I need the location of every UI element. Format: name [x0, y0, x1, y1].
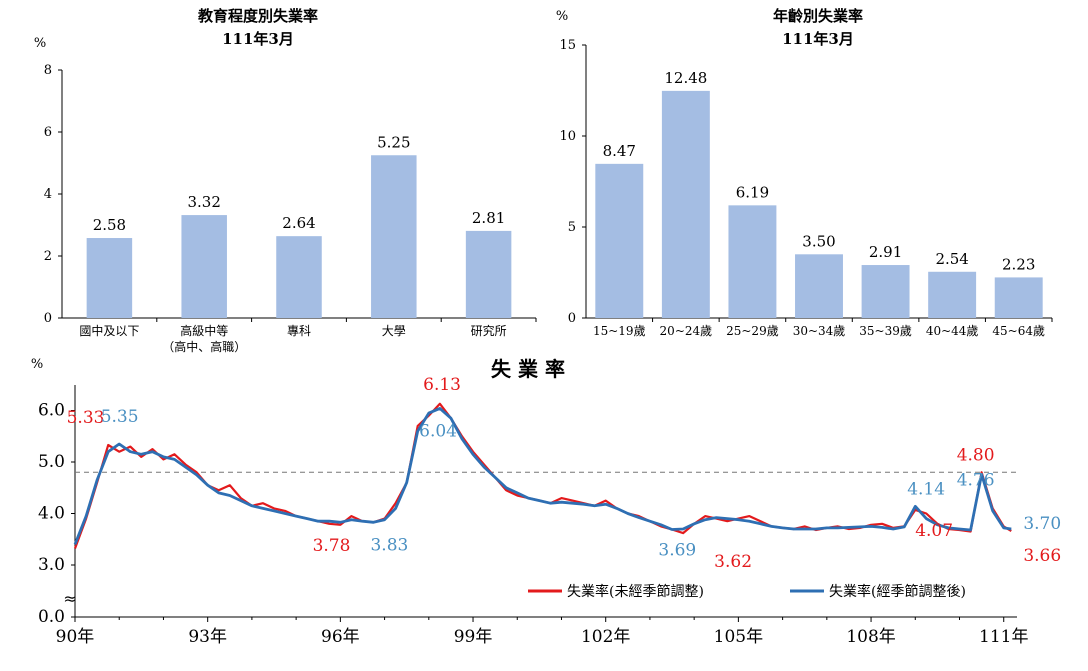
y-tick-label: 8: [44, 63, 52, 78]
bar: [465, 230, 512, 318]
bar: [276, 236, 322, 318]
bar-value-label: 2.91: [869, 243, 902, 261]
category-sublabel: （高中、高職）: [162, 339, 246, 354]
bar: [371, 155, 417, 318]
bar: [661, 90, 710, 318]
category-label: 研究所: [471, 323, 507, 338]
education-chart-subtitle: 111年3月: [222, 30, 294, 48]
bar: [181, 215, 227, 318]
bar: [728, 205, 777, 318]
x-tick-label: 111年: [979, 627, 1028, 647]
y-tick-label: 4: [44, 187, 52, 202]
education-chart-title: 教育程度別失業率: [197, 7, 318, 25]
y-tick-label: 0: [44, 311, 52, 326]
bar: [928, 271, 977, 318]
data-label: 3.66: [1023, 546, 1061, 566]
category-label: 45~64歲: [992, 324, 1045, 338]
y-tick-label: 5: [568, 220, 576, 235]
x-tick-label: 99年: [454, 627, 493, 647]
data-label: 3.70: [1023, 514, 1061, 534]
bar-value-label: 12.48: [664, 69, 707, 87]
y-tick-label: 4.0: [38, 504, 65, 524]
bar-value-label: 5.25: [377, 133, 410, 151]
category-label: 15~19歲: [593, 324, 646, 338]
age-chart-title: 年齡別失業率: [773, 7, 863, 25]
bar: [861, 265, 910, 318]
bar-value-label: 2.64: [282, 214, 315, 232]
y-tick-label: 15: [559, 38, 576, 53]
category-label: 30~34歲: [793, 324, 846, 338]
data-label: 4.14: [907, 479, 945, 499]
category-label: 25~29歲: [726, 324, 779, 338]
x-tick-label: 102年: [581, 627, 630, 647]
age-chart: 年齡別失業率 111年3月 % 0 5 10 15 8.47 15~19歲 12.48 20~…: [556, 7, 1053, 338]
data-label: 5.33: [67, 408, 105, 428]
data-label: 3.69: [658, 540, 696, 560]
data-label: 4.76: [957, 470, 995, 490]
legend-label-adjusted: 失業率(經季節調整後): [829, 583, 966, 600]
y-tick-label: 6: [44, 125, 52, 140]
bar: [994, 277, 1043, 318]
category-label: 專科: [287, 324, 311, 338]
category-label: 20~24歲: [660, 324, 713, 338]
y-tick-label: 0: [568, 311, 576, 326]
data-label: 4.07: [915, 521, 953, 541]
data-label: 5.35: [101, 407, 139, 427]
x-tick-label: 93年: [188, 627, 227, 647]
y-tick-label: 5.0: [38, 452, 65, 472]
x-tick-label: 108年: [846, 627, 895, 647]
bar-value-label: 8.47: [603, 142, 636, 160]
bar-value-label: 3.50: [802, 232, 835, 250]
bar-value-label: 6.19: [736, 183, 769, 201]
legend-label-unadjusted: 失業率(未經季節調整): [567, 583, 704, 600]
category-label: 國中及以下: [79, 323, 139, 338]
education-chart-unit: %: [34, 36, 46, 51]
category-label: 高級中等: [180, 323, 228, 338]
data-label: 3.78: [313, 536, 351, 556]
data-label: 6.04: [419, 421, 457, 441]
bar: [86, 238, 133, 318]
series-line-adjusted: [73, 406, 1012, 545]
age-chart-subtitle: 111年3月: [782, 30, 854, 48]
trend-legend: 失業率(未經季節調整) 失業率(經季節調整後): [528, 583, 966, 600]
data-label: 4.80: [957, 445, 995, 465]
unemployment-trend-chart: 失 業 率 % ≈ 失業率(未經季節調整) 失業率(經季節調整後) 0.0 3.0…: [31, 357, 1061, 647]
bar: [795, 254, 843, 318]
y-tick-label: 10: [559, 129, 576, 144]
bar-value-label: 2.81: [472, 209, 505, 227]
y-tick-label: 6.0: [38, 401, 65, 421]
category-label: 35~39歲: [859, 324, 912, 338]
trend-chart-unit: %: [31, 357, 43, 372]
x-tick-label: 105年: [714, 627, 763, 647]
bar-value-label: 2.58: [93, 216, 126, 234]
bar-value-label: 2.54: [935, 250, 968, 268]
bar-value-label: 3.32: [187, 193, 220, 211]
education-chart: 教育程度別失業率 111年3月 % 0 2 4 6 8 2.58 國中及以下 3.32 高級中等…: [34, 7, 537, 354]
bar: [595, 163, 644, 318]
trend-chart-title: 失 業 率: [491, 357, 565, 381]
data-label: 3.83: [370, 535, 408, 555]
data-label: 3.62: [714, 552, 752, 572]
x-tick-label: 96年: [321, 627, 360, 647]
y-tick-label: 3.0: [38, 555, 65, 575]
category-label: 40~44歲: [926, 324, 979, 338]
axis-break-mark: ≈: [63, 589, 76, 608]
x-tick-label: 90年: [56, 627, 95, 647]
y-tick-label: 2: [44, 249, 52, 264]
y-tick-label: 0.0: [38, 607, 65, 627]
category-label: 大學: [382, 324, 406, 338]
data-label: 6.13: [423, 375, 461, 395]
age-chart-unit: %: [556, 9, 568, 24]
bar-value-label: 2.23: [1002, 255, 1035, 273]
